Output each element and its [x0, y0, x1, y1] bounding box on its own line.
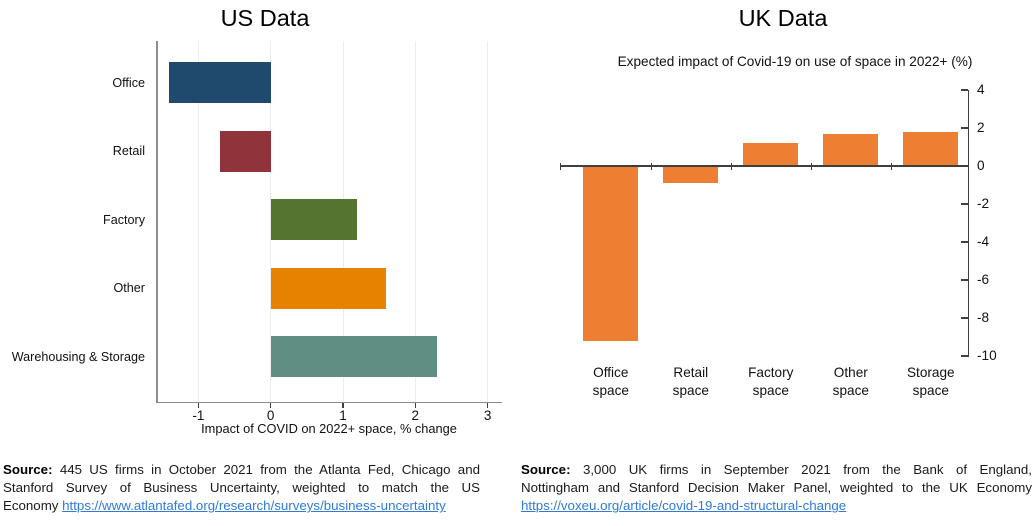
uk-category-label: Other space [832, 365, 869, 398]
us-gridline [487, 41, 489, 402]
uk-source-note: Source: 3,000 UK firms in September 2021… [521, 461, 1032, 516]
uk-y-tick-label: -6 [977, 272, 990, 287]
us-chart-title: US Data [220, 5, 310, 31]
uk-bar-other-space [823, 133, 879, 166]
uk-bar-storage-space [903, 131, 959, 166]
us-x-tick-label: 2 [411, 408, 420, 423]
us-source-link[interactable]: https://www.atlantafed.org/research/surv… [62, 498, 446, 514]
uk-source-link[interactable]: https://voxeu.org/article/covid-19-and-s… [521, 498, 847, 514]
us-source-line1: Source: 445 US firms in October 2021 fro… [3, 461, 480, 479]
uk-boundary-tick [810, 162, 813, 170]
us-bar-retail [220, 130, 271, 172]
us-category-label: Retail [112, 144, 145, 158]
uk-boundary-tick [730, 162, 733, 170]
us-gridline [414, 41, 416, 402]
us-x-axis-line [156, 402, 502, 404]
uk-y-tick-label: -2 [977, 196, 990, 211]
uk-source-line3: https://voxeu.org/article/covid-19-and-s… [521, 497, 1032, 515]
us-x-axis-label: Impact of COVID on 2022+ space, % change [201, 421, 457, 436]
uk-zero-line [560, 165, 969, 167]
uk-y-tick-label: 4 [977, 82, 985, 97]
us-source-text1: 445 US firms in October 2021 from the At… [59, 462, 480, 477]
us-x-tick [197, 403, 200, 408]
uk-source-text1: 3,000 UK firms in September 2021 from th… [582, 462, 1032, 477]
us-bar-warehousing-storage [270, 336, 437, 377]
us-category-label: Office [112, 75, 145, 90]
uk-category-label: Office space [592, 365, 629, 398]
uk-chart-title: UK Data [738, 5, 828, 31]
uk-y-tick [961, 203, 968, 205]
us-gridline [197, 41, 199, 402]
uk-category-label: Factory space [748, 365, 794, 398]
uk-y-tick [961, 317, 968, 319]
us-source-text3: Economy [3, 498, 59, 514]
uk-y-tick-label: -8 [977, 310, 990, 325]
uk-chart-subtitle: Expected impact of Covid-19 on use of sp… [617, 54, 973, 69]
us-x-tick [414, 403, 416, 408]
us-bar-factory [270, 199, 358, 240]
uk-y-tick-label: 2 [977, 120, 985, 135]
us-x-tick-label: 0 [266, 408, 275, 423]
us-x-tick [270, 403, 272, 408]
us-x-tick-label: 3 [483, 408, 492, 423]
uk-y-tick-label: -10 [977, 348, 997, 363]
uk-y-tick [961, 165, 968, 167]
uk-y-tick-label: 0 [977, 158, 985, 173]
us-bar-office [169, 62, 271, 103]
us-category-labels: Office Retail Factory Other Warehousing & St… [0, 0, 150, 440]
uk-category-labels: Office space Retail space Factory space Oth… [592, 365, 955, 398]
uk-y-tick [961, 355, 968, 357]
us-x-tick-label: -1 [192, 408, 205, 423]
us-y-axis-line [156, 41, 158, 402]
us-x-axis: -1 0 1 2 3 [156, 402, 502, 434]
us-bar-other [270, 267, 387, 309]
us-source-label: Source: [3, 462, 53, 477]
us-category-label: Factory [103, 212, 145, 227]
uk-bar-office-space [583, 166, 639, 341]
us-plot-area [156, 41, 502, 402]
uk-y-axis-line [967, 90, 969, 357]
uk-y-tick [961, 279, 968, 281]
us-x-tick [342, 403, 344, 408]
us-category-label: Other [113, 281, 146, 295]
uk-boundary-tick [650, 162, 653, 170]
uk-y-tick [961, 89, 968, 91]
uk-bar-factory-space [743, 143, 799, 166]
uk-boundary-tick [890, 162, 893, 170]
us-category-label: Warehousing & Storage [11, 349, 145, 364]
uk-bar-retail-space [663, 166, 719, 184]
uk-boundary-tick [560, 162, 562, 170]
uk-category-label: Retail space [672, 365, 709, 398]
uk-source-line1: Source: 3,000 UK firms in September 2021… [521, 461, 1032, 479]
uk-plot-area: 4 2 0 -2 -4 -6 -8 -10 [560, 82, 997, 363]
us-x-tick-label: 1 [339, 408, 347, 423]
us-source-line3: Economy https://www.atlantafed.org/resea… [3, 497, 480, 515]
uk-source-line2: Nottingham and Stanford Decision Maker P… [521, 480, 1032, 496]
uk-y-tick [961, 241, 968, 243]
us-source-line2: Stanford Survey of Business Uncertainty,… [3, 480, 480, 496]
uk-y-tick-label: -4 [977, 234, 990, 249]
us-source-note: Source: 445 US firms in October 2021 fro… [3, 461, 480, 516]
uk-category-label: Storage space [906, 365, 955, 398]
uk-y-tick [961, 127, 968, 129]
uk-source-label: Source: [521, 462, 571, 477]
us-x-tick [486, 403, 489, 408]
